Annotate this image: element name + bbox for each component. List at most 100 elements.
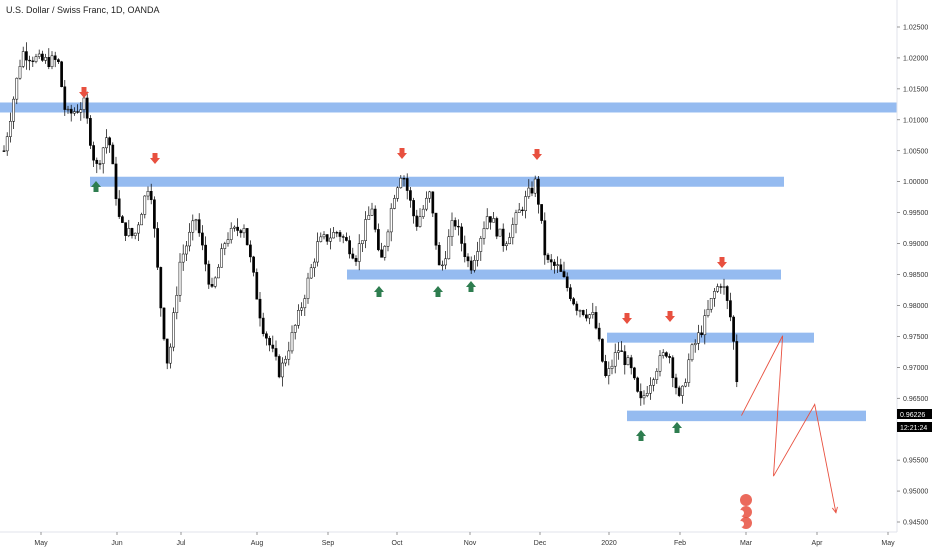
candle-body [479,238,483,252]
x-tick-label: Nov [464,540,477,547]
y-tick-label: 0.95500 [903,458,928,465]
candle-body [661,352,665,356]
candle-body [306,277,310,299]
candle-body [476,251,479,261]
y-tick-label: 0.98500 [903,272,928,279]
sr-zone [0,102,897,113]
candle-body [556,264,559,266]
candle-body [50,55,54,68]
candle-body [527,187,531,197]
y-tick-label: 1.02500 [903,25,928,32]
candle-body [380,249,383,258]
candle-body [181,253,185,263]
sell-arrow-icon [717,257,727,268]
candle-body [226,239,230,244]
buy-arrow-icon [672,422,682,433]
candle-body [693,343,697,346]
candle-body [172,312,175,348]
candle-body [604,361,607,377]
candle-body [57,59,60,62]
candle-body [153,199,156,229]
x-tick-label: May [881,540,895,547]
candle-body [466,256,470,262]
candle-body [121,216,124,223]
candle-body [447,236,451,260]
candle-body [652,379,655,386]
candle-body [293,325,297,333]
candle-body [581,310,585,316]
candle-body [562,271,566,278]
candle-body [351,253,355,259]
candle-body [277,356,281,378]
y-tick-label: 1.00500 [903,148,928,155]
candle-body [37,53,41,57]
candle-body [386,231,390,247]
candle-body [521,209,524,212]
y-tick-label: 0.97500 [903,334,928,341]
sell-arrow-icon [665,311,675,322]
candle-body [722,286,726,288]
sell-arrow-icon [397,148,407,159]
candle-body [242,228,246,234]
candle-body [98,163,102,165]
candle-body [428,191,431,199]
candle-body [124,222,127,236]
projection-arrowhead [831,506,838,514]
candle-body [575,303,579,311]
candle-body [437,245,441,266]
candle-body [607,368,611,377]
candle-body [133,232,137,236]
projection-path [741,335,838,514]
candle-body [450,220,454,238]
candle-body [565,276,569,288]
candle-body [18,66,22,79]
candle-body [396,187,399,199]
candle-body [143,195,147,215]
candle-body [178,261,182,296]
candle-body [44,57,47,61]
y-tick-label: 1.01500 [903,86,928,93]
buy-arrow-icon [374,286,384,297]
candle-body [76,111,79,113]
candle-body [159,267,163,309]
candle-body [709,298,713,310]
candle-body [569,287,572,299]
candle-body [207,263,211,285]
candle-body [383,246,387,258]
price-axis[interactable]: 1.02500 1.02000 1.01500 1.01000 1.00500 1.000… [897,25,928,527]
x-tick-label: Mar [740,540,753,547]
candle-body [453,220,457,227]
candle-body [636,377,639,392]
candle-body [639,391,643,399]
candle-body [620,350,623,352]
candle-body [341,236,345,238]
candle-body [677,387,681,396]
buy-arrow-icon [91,181,101,192]
candle-body [514,212,518,225]
candle-body [681,385,684,396]
candle-body [325,234,329,242]
x-tick-label: Sep [322,540,335,547]
candle-body [2,150,6,152]
candle-body [63,86,67,110]
candle-body [572,298,575,305]
candle-body [284,358,287,364]
candle-body [329,237,332,242]
candle-body [197,219,201,234]
y-tick-label: 0.99500 [903,210,928,217]
candle-body [194,219,198,222]
x-tick-label: 2020 [601,540,617,547]
candle-body [15,77,19,100]
y-tick-label: 0.99000 [903,241,928,248]
time-axis[interactable]: May Jun Jul Aug Sep Oct Nov Dec 2020 Feb Mar Apr May [34,532,895,547]
candle-body [101,147,105,164]
candle-body [316,241,319,263]
sell-arrow-icon [79,87,89,98]
candle-body [508,237,511,245]
sr-zone [607,332,814,343]
candle-body [533,178,537,194]
y-tick-label: 0.94500 [903,520,928,527]
candle-body [85,97,89,119]
candle-body [31,60,35,62]
